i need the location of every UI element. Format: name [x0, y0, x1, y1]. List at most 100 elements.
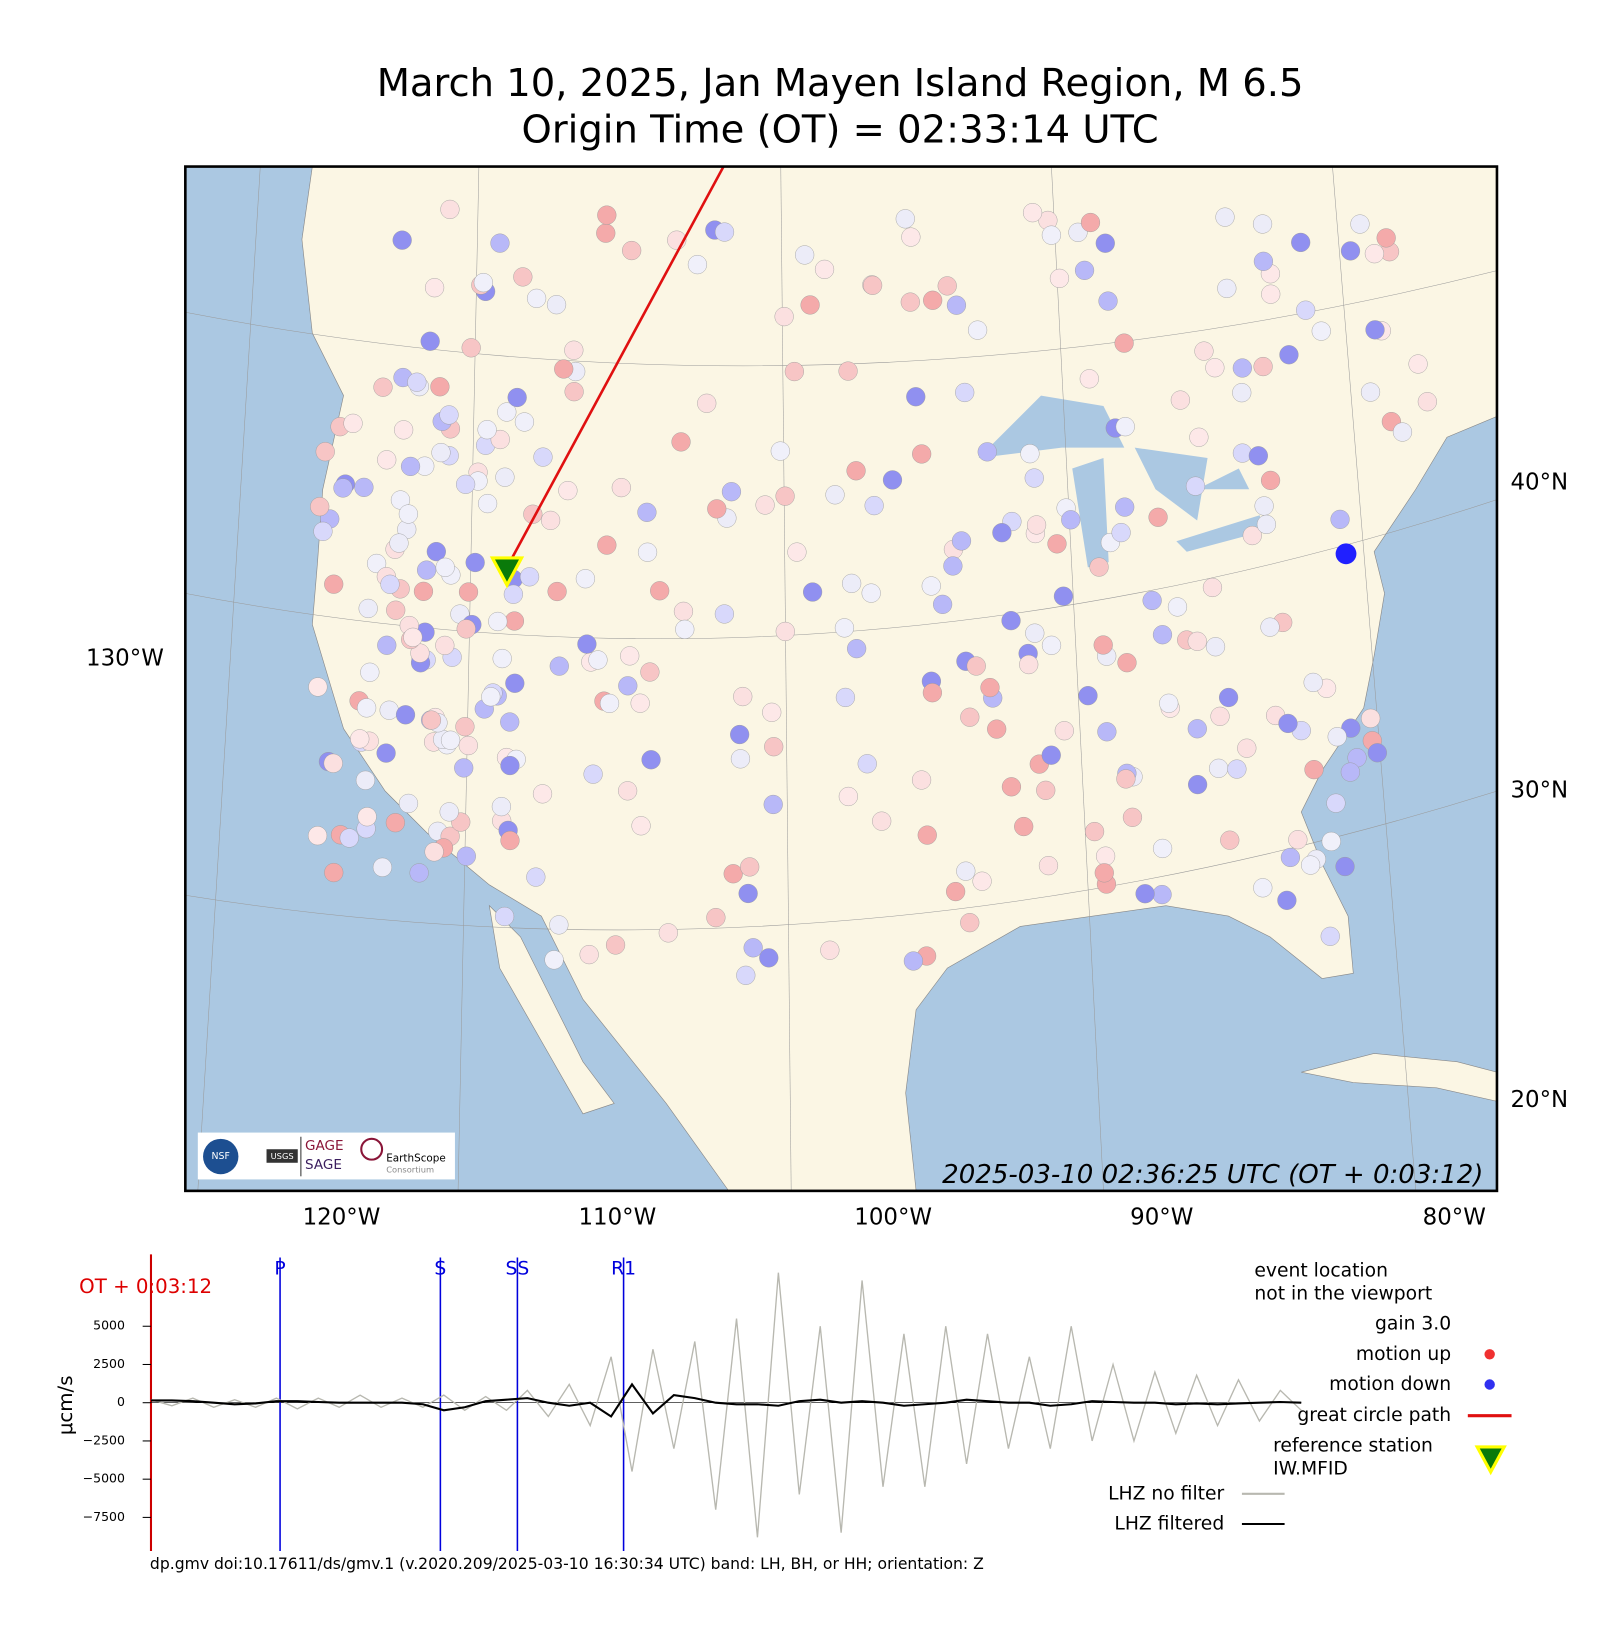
time-label: OT + 0:03:12 — [79, 1275, 212, 1298]
station — [872, 811, 892, 831]
station — [456, 619, 476, 639]
station — [488, 611, 508, 632]
station — [906, 387, 926, 407]
station — [1094, 863, 1114, 883]
station — [838, 361, 858, 381]
station — [1301, 855, 1321, 875]
station — [398, 793, 419, 814]
logo-box: NSF USGS GAGE SAGE EarthScope Consortium — [197, 1132, 455, 1180]
station — [1061, 510, 1081, 530]
station — [597, 535, 617, 555]
station — [1217, 278, 1237, 298]
station — [1361, 708, 1381, 728]
station — [622, 240, 642, 261]
station — [618, 676, 638, 696]
station — [596, 223, 616, 243]
station — [354, 477, 374, 497]
station — [350, 729, 370, 749]
station — [430, 377, 450, 397]
station — [1098, 291, 1118, 311]
station — [497, 402, 517, 422]
station — [882, 470, 903, 490]
station — [1025, 623, 1045, 643]
station — [1001, 777, 1022, 797]
station — [1220, 830, 1240, 850]
station — [514, 412, 535, 432]
station — [308, 677, 328, 697]
station — [1364, 244, 1384, 264]
station — [420, 331, 440, 351]
station — [740, 857, 760, 877]
station — [458, 735, 478, 756]
station — [532, 784, 553, 804]
station — [1074, 260, 1095, 280]
lat-label: 20°N — [1510, 1087, 1568, 1113]
y-tick-label: −7500 — [83, 1509, 125, 1524]
legend-text: great circle path — [1297, 1405, 1451, 1426]
station — [481, 687, 501, 707]
station — [357, 807, 377, 827]
station — [491, 797, 511, 817]
legend-text: IW.MFID — [1273, 1458, 1348, 1479]
station — [917, 825, 937, 845]
logo-text: EarthScope — [386, 1153, 446, 1165]
station — [1215, 207, 1235, 227]
station — [814, 259, 835, 279]
station — [1254, 496, 1274, 516]
map-frame — [184, 165, 1499, 1193]
station — [1232, 358, 1252, 378]
station — [1036, 780, 1056, 800]
station — [1260, 470, 1281, 490]
station — [968, 320, 988, 340]
station — [394, 420, 414, 440]
station — [980, 677, 1000, 698]
station — [1232, 383, 1252, 403]
station — [730, 749, 751, 769]
lon-label: 110°W — [578, 1204, 656, 1230]
lon-label: 120°W — [303, 1204, 381, 1230]
station — [588, 650, 608, 670]
station — [755, 495, 775, 515]
station — [707, 499, 727, 519]
station — [1187, 719, 1207, 739]
station — [461, 338, 481, 358]
station — [456, 474, 476, 494]
station — [1084, 821, 1105, 842]
station — [492, 648, 512, 669]
station — [706, 908, 726, 928]
station — [1335, 543, 1357, 565]
station — [1116, 769, 1136, 789]
station — [1152, 838, 1173, 859]
station — [1049, 268, 1070, 288]
station — [494, 906, 515, 927]
legend-marker — [1484, 1379, 1495, 1390]
phase-label: R1 — [611, 1258, 636, 1279]
station — [1253, 251, 1273, 271]
station — [671, 432, 691, 452]
legend-text: LHZ no filter — [1108, 1483, 1224, 1504]
station — [549, 915, 569, 935]
station — [842, 573, 862, 593]
station — [367, 553, 387, 574]
station — [1288, 830, 1308, 850]
station — [392, 230, 412, 250]
station — [921, 576, 941, 596]
station — [554, 359, 574, 379]
station — [895, 209, 915, 229]
station — [1114, 333, 1134, 353]
station — [787, 542, 807, 562]
station — [1205, 637, 1226, 657]
station — [564, 340, 584, 360]
station — [1170, 390, 1190, 410]
station — [1365, 320, 1385, 340]
station — [1392, 422, 1413, 442]
station — [803, 582, 823, 602]
station — [1335, 856, 1355, 877]
station — [1260, 617, 1280, 637]
station — [650, 581, 670, 601]
y-tick-label: −2500 — [83, 1432, 125, 1447]
station — [541, 510, 561, 530]
station — [631, 816, 651, 836]
station — [618, 781, 638, 801]
station — [1089, 557, 1109, 577]
